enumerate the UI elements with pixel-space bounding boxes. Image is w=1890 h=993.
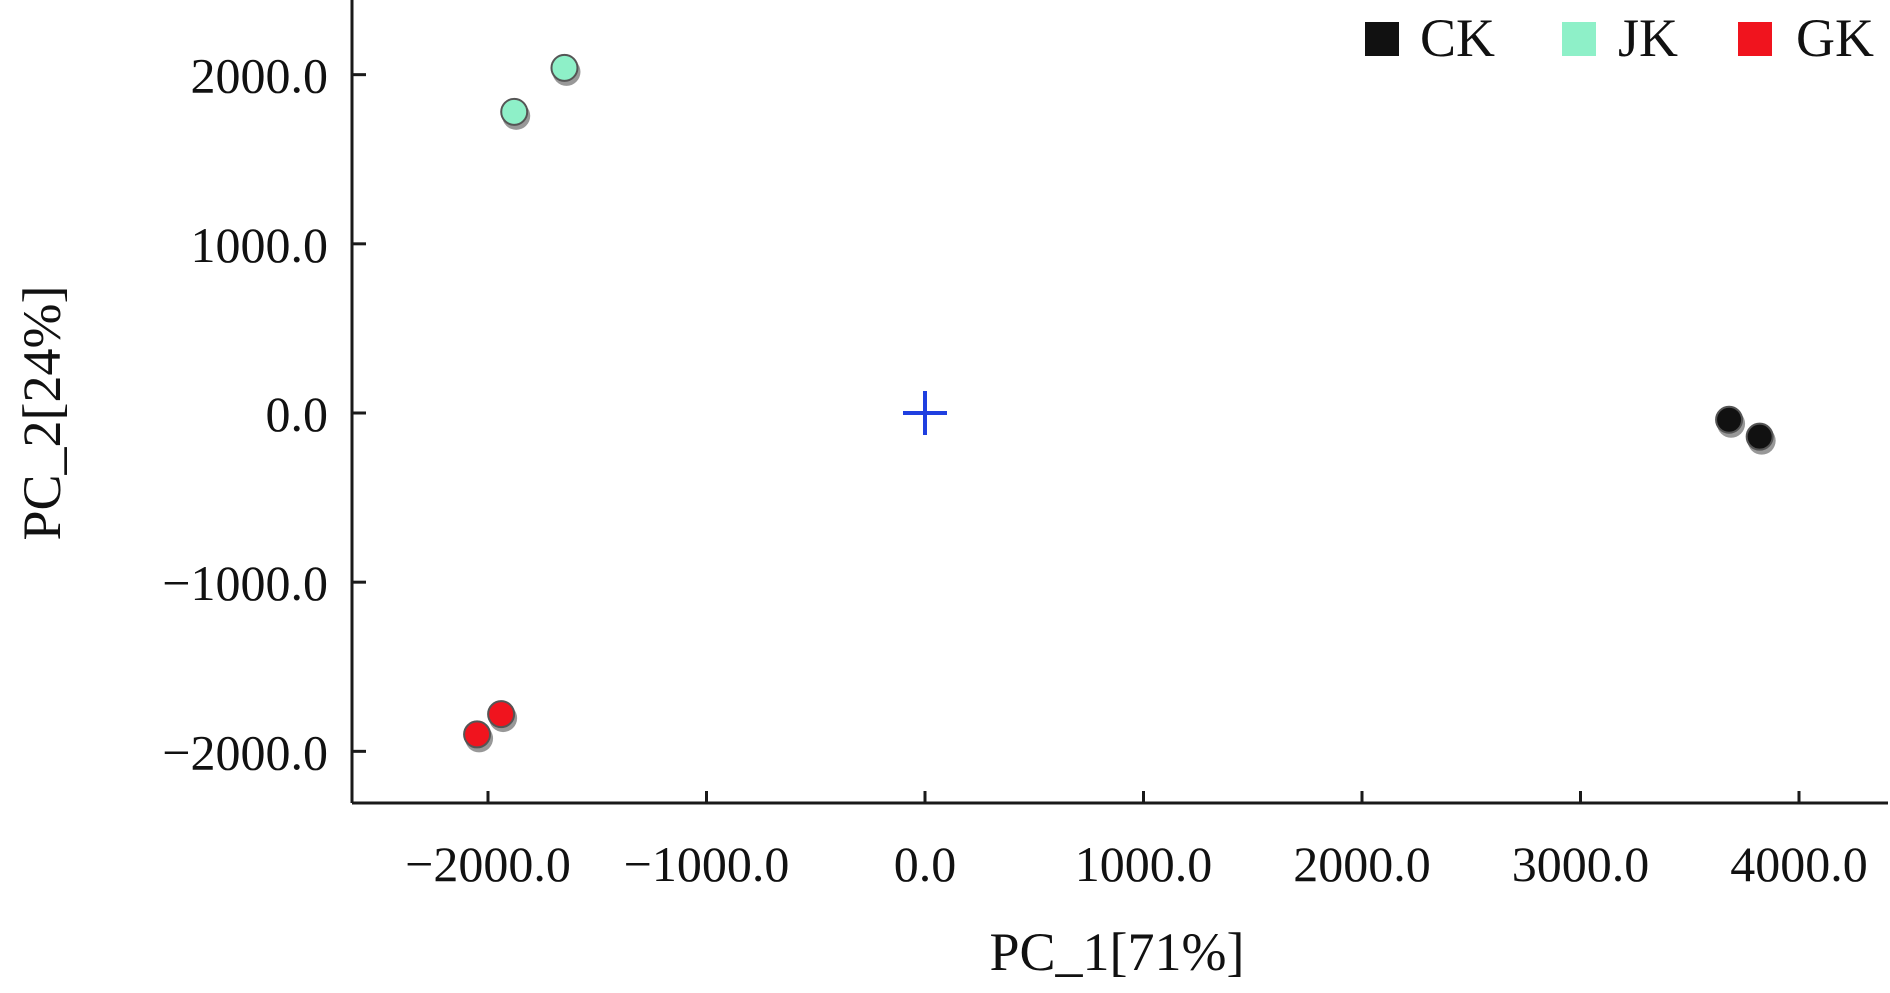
point-jk (500, 97, 529, 126)
y-tick-label: 1000.0 (191, 217, 329, 273)
y-axis-label: PC_2[24%] (12, 286, 72, 541)
axes (350, 0, 1888, 805)
x-tick-label: 3000.0 (1512, 836, 1650, 892)
x-axis-ticks: −2000.0 −1000.0 0.0 1000.0 2000.0 3000.0 4000.… (405, 791, 1868, 892)
y-axis-ticks: −2000.0 −1000.0 0.0 1000.0 2000.0 (162, 48, 366, 780)
origin-cross-marker (903, 391, 947, 435)
y-tick-label: 2000.0 (191, 48, 329, 104)
x-tick-label: −2000.0 (405, 836, 571, 892)
y-tick-label: −2000.0 (162, 724, 328, 780)
x-tick-label: 4000.0 (1730, 836, 1868, 892)
legend-swatch-ck (1365, 22, 1399, 56)
legend-swatch-jk (1562, 22, 1596, 56)
y-tick-label: 0.0 (266, 386, 329, 442)
point-gk (463, 720, 492, 749)
legend-swatch-gk (1738, 22, 1772, 56)
x-tick-label: 2000.0 (1293, 836, 1431, 892)
y-tick-label: −1000.0 (162, 555, 328, 611)
point-ck (1715, 405, 1744, 434)
legend: CK JK GK (1365, 8, 1874, 68)
point-ck (1745, 422, 1774, 451)
data-points (463, 53, 1776, 753)
point-gk (487, 700, 516, 729)
legend-label-gk: GK (1796, 8, 1874, 68)
point-jk (550, 53, 579, 82)
x-axis-label: PC_1[71%] (990, 922, 1245, 982)
legend-label-jk: JK (1618, 8, 1678, 68)
x-tick-label: 0.0 (894, 836, 957, 892)
x-tick-label: −1000.0 (624, 836, 790, 892)
x-tick-label: 1000.0 (1075, 836, 1213, 892)
legend-label-ck: CK (1420, 8, 1495, 68)
